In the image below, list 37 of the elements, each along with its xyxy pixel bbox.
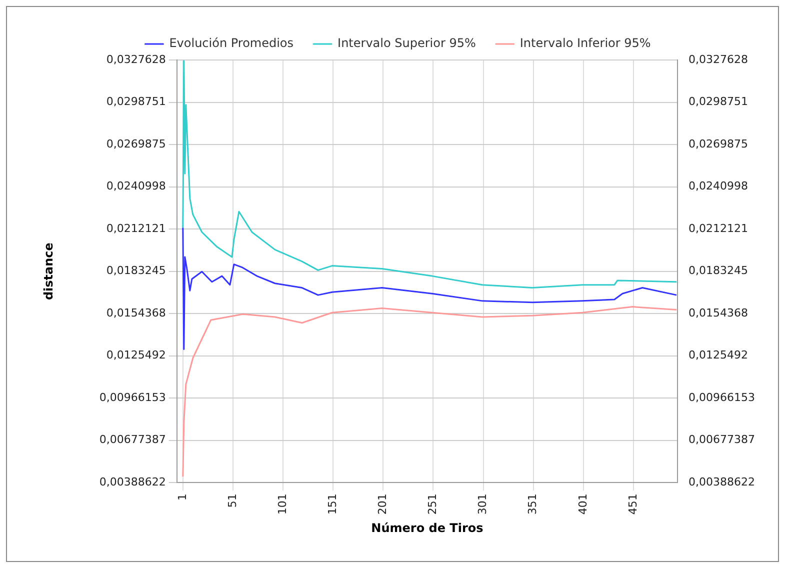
y2-tick-label: 0,0298751 — [688, 95, 748, 108]
x-tick-label: 151 — [326, 494, 339, 515]
y-tick-label: 0,00677387 — [99, 433, 166, 446]
legend-label: Evolución Promedios — [169, 36, 294, 50]
legend-label: Intervalo Superior 95% — [338, 36, 476, 50]
y2-tick-label: 0,0154368 — [688, 306, 748, 320]
y-tick-label: 0,0327628 — [106, 52, 166, 66]
x-tick-label: 51 — [226, 494, 239, 508]
y2-tick-label: 0,00966153 — [688, 390, 755, 404]
legend-label: Intervalo Inferior 95% — [520, 36, 651, 50]
y2-tick-label: 0,00388622 — [688, 475, 755, 488]
y2-tick-label: 0,0125492 — [688, 348, 748, 362]
y2-tick-label: 0,0269875 — [688, 137, 748, 150]
y-tick-label: 0,0212121 — [106, 222, 166, 235]
y-tick-label: 0,0125492 — [106, 348, 166, 362]
x-tick-label: 251 — [426, 494, 440, 515]
y-tick-label: 0,00388622 — [99, 475, 166, 488]
y-tick-label: 0,0154368 — [106, 306, 166, 320]
y-tick-label: 0,0269875 — [106, 137, 166, 150]
y2-tick-label: 0,0183245 — [688, 264, 748, 278]
y-tick-label: 0,0298751 — [106, 95, 166, 108]
x-tick-label: 451 — [626, 494, 640, 515]
x-axis-title: Número de Tiros — [371, 520, 484, 535]
y2-tick-label: 0,0327628 — [688, 52, 748, 66]
x-tick-label: 201 — [376, 494, 390, 515]
x-tick-label: 351 — [526, 494, 540, 515]
y2-tick-label: 0,0240998 — [688, 180, 748, 193]
x-tick-label: 301 — [476, 494, 490, 515]
y-tick-label: 0,0183245 — [106, 264, 166, 278]
x-tick-label: 101 — [276, 494, 289, 515]
x-tick-label: 401 — [576, 494, 590, 515]
x-tick-label: 1 — [176, 494, 189, 501]
y-tick-label: 0,00966153 — [99, 390, 166, 404]
y-tick-label: 0,0240998 — [106, 180, 166, 193]
y2-tick-label: 0,00677387 — [688, 433, 755, 446]
y-axis-title: distance — [41, 242, 56, 300]
y2-tick-label: 0,0212121 — [688, 222, 748, 235]
